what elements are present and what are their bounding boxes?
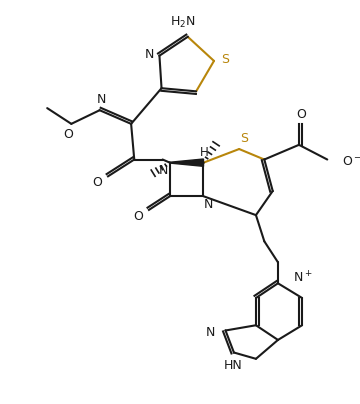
Text: S: S (240, 132, 248, 145)
Text: O: O (134, 210, 143, 223)
Text: N: N (159, 164, 168, 177)
Text: HN: HN (224, 359, 242, 372)
Text: O$^-$: O$^-$ (342, 155, 360, 168)
Text: N: N (204, 198, 213, 211)
Text: N$^+$: N$^+$ (293, 270, 312, 286)
Text: O: O (296, 108, 306, 121)
Text: H$_2$N: H$_2$N (170, 15, 195, 29)
Text: N: N (97, 93, 107, 106)
Text: N: N (144, 48, 154, 61)
Text: N: N (206, 326, 216, 339)
Text: H: H (200, 146, 209, 159)
Polygon shape (170, 159, 203, 166)
Text: O: O (93, 176, 103, 189)
Text: O: O (63, 128, 73, 141)
Text: S: S (221, 53, 230, 66)
